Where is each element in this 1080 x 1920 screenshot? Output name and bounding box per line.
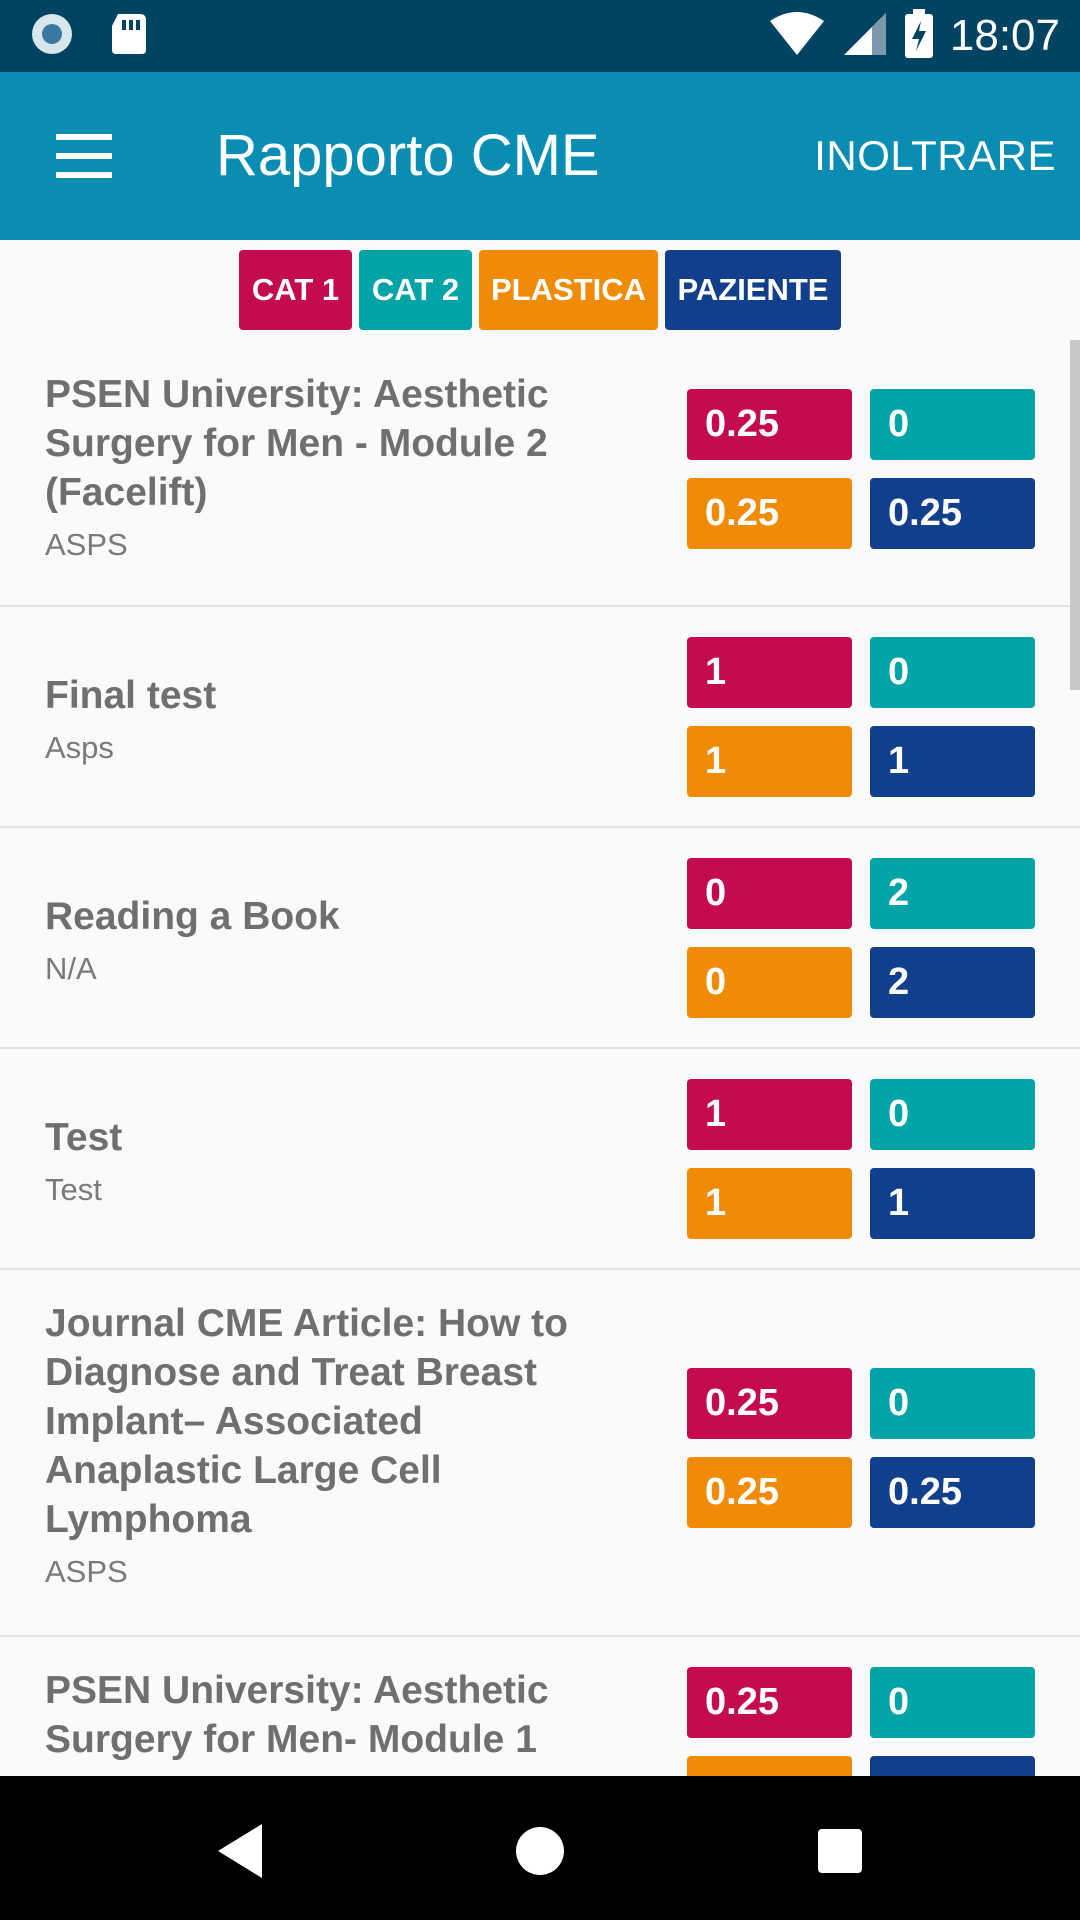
cat2-credit-badge: 0 <box>870 1079 1035 1150</box>
cat2-credit-badge: 0 <box>870 1667 1035 1738</box>
item-title: Journal CME Article: How to Diagnose and… <box>45 1302 568 1541</box>
plastic-credit-badge: 0.25 <box>687 478 852 549</box>
cat1-credit-badge: 0.25 <box>687 389 852 460</box>
cat1-credit-badge: 0 <box>687 858 852 929</box>
plastic-credit-badge: 1 <box>687 726 852 797</box>
cat2-credit-badge: 2 <box>870 858 1035 929</box>
system-nav-bar <box>0 1776 1080 1920</box>
app-bar: Rapporto CME INOLTRARE <box>0 72 1080 240</box>
page-title: Rapporto CME <box>216 123 600 188</box>
cat1-credit-badge: 1 <box>687 1079 852 1150</box>
cat1-credit-badge: 0.25 <box>687 1667 852 1738</box>
plastic-credit-badge <box>687 1756 852 1776</box>
plastic-credit-badge: 0 <box>687 947 852 1018</box>
item-source: N/A <box>45 951 97 986</box>
patient-credit-badge: 2 <box>870 947 1035 1018</box>
legend-plastic: PLASTICA <box>479 250 658 330</box>
notification-circle-icon <box>30 12 74 61</box>
list-item[interactable]: PSEN University: Aesthetic Surgery for M… <box>0 340 1080 607</box>
patient-credit-badge: 1 <box>870 726 1035 797</box>
legend-cat1: CAT 1 <box>239 250 352 330</box>
plastic-credit-badge: 0.25 <box>687 1457 852 1528</box>
forward-button[interactable]: INOLTRARE <box>814 132 1056 179</box>
item-title: Reading a Book <box>45 895 340 938</box>
legend-cat2: CAT 2 <box>359 250 472 330</box>
cat2-credit-badge: 0 <box>870 389 1035 460</box>
sd-card-icon <box>110 12 148 61</box>
scrollbar[interactable] <box>1070 340 1080 690</box>
list-item[interactable]: Reading a Book N/A 0 2 0 2 <box>0 828 1080 1049</box>
item-title: Test <box>45 1116 123 1159</box>
item-source: ASPS <box>45 527 128 562</box>
hamburger-menu-icon[interactable] <box>40 116 130 196</box>
cat1-credit-badge: 1 <box>687 637 852 708</box>
status-time: 18:07 <box>949 11 1060 60</box>
item-title: PSEN University: Aesthetic Surgery for M… <box>45 1669 549 1761</box>
patient-credit-badge: 0.25 <box>870 478 1035 549</box>
cat2-credit-badge: 0 <box>870 637 1035 708</box>
wifi-icon <box>768 11 826 62</box>
list-item[interactable]: PSEN University: Aesthetic Surgery for M… <box>0 1637 1080 1776</box>
plastic-credit-badge: 1 <box>687 1168 852 1239</box>
cme-report-list[interactable]: PSEN University: Aesthetic Surgery for M… <box>0 340 1080 1776</box>
legend-patient: PAZIENTE <box>665 250 841 330</box>
item-source: Asps <box>45 730 114 765</box>
patient-credit-badge <box>870 1756 1035 1776</box>
home-icon[interactable] <box>505 1816 575 1886</box>
item-source: Test <box>45 1172 102 1207</box>
patient-credit-badge: 1 <box>870 1168 1035 1239</box>
list-item[interactable]: Journal CME Article: How to Diagnose and… <box>0 1270 1080 1637</box>
list-item[interactable]: Test Test 1 0 1 1 <box>0 1049 1080 1270</box>
recents-icon[interactable] <box>805 1816 875 1886</box>
item-title: Final test <box>45 674 217 717</box>
item-title: PSEN University: Aesthetic Surgery for M… <box>45 373 549 514</box>
cat2-credit-badge: 0 <box>870 1368 1035 1439</box>
back-icon[interactable] <box>206 1816 276 1886</box>
cat1-credit-badge: 0.25 <box>687 1368 852 1439</box>
battery-charging-icon <box>904 8 934 64</box>
patient-credit-badge: 0.25 <box>870 1457 1035 1528</box>
category-legend: CAT 1 CAT 2 PLASTICA PAZIENTE <box>0 240 1080 340</box>
cellular-signal-icon <box>842 11 888 62</box>
list-item[interactable]: Final test Asps 1 0 1 1 <box>0 607 1080 828</box>
item-source: ASPS <box>45 1554 128 1589</box>
status-bar: 18:07 <box>0 0 1080 72</box>
